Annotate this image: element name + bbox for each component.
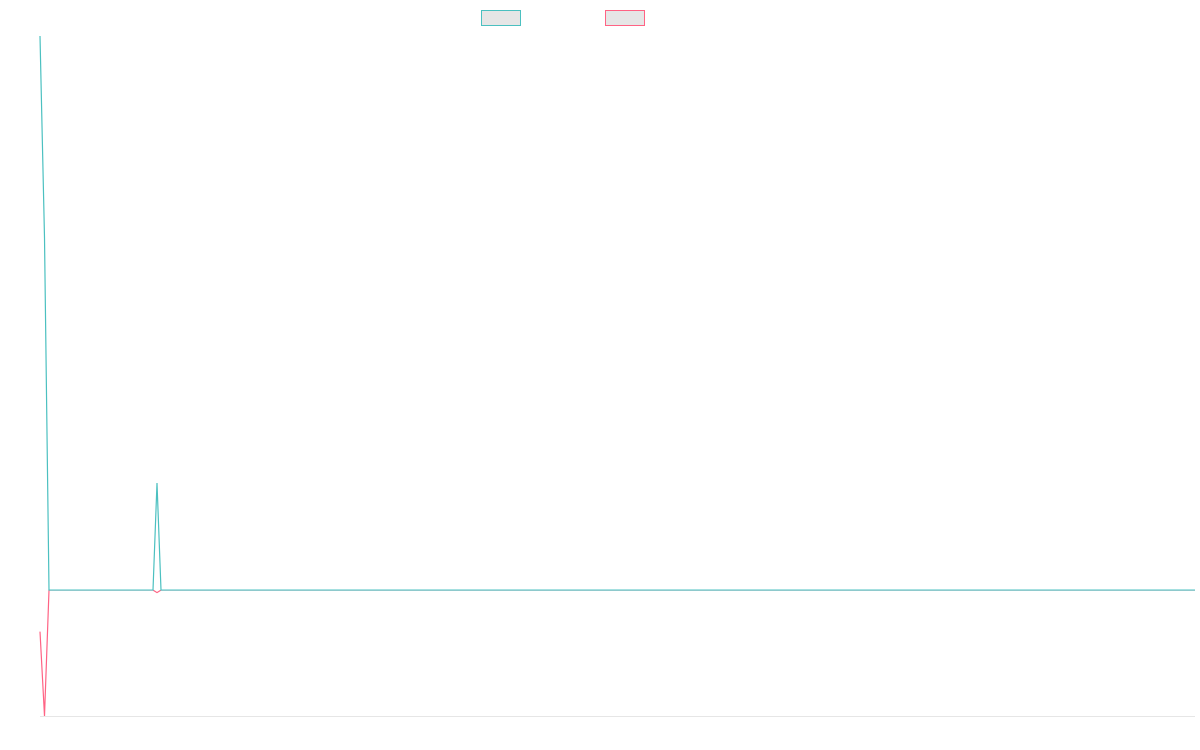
legend-swatch-series-2[interactable]	[605, 10, 645, 26]
chart-legend	[481, 10, 645, 26]
legend-swatch-series-1[interactable]	[481, 10, 521, 26]
series-line-1	[39, 35, 1195, 591]
series-layer	[39, 35, 1195, 717]
series-line-2	[39, 589, 1195, 717]
